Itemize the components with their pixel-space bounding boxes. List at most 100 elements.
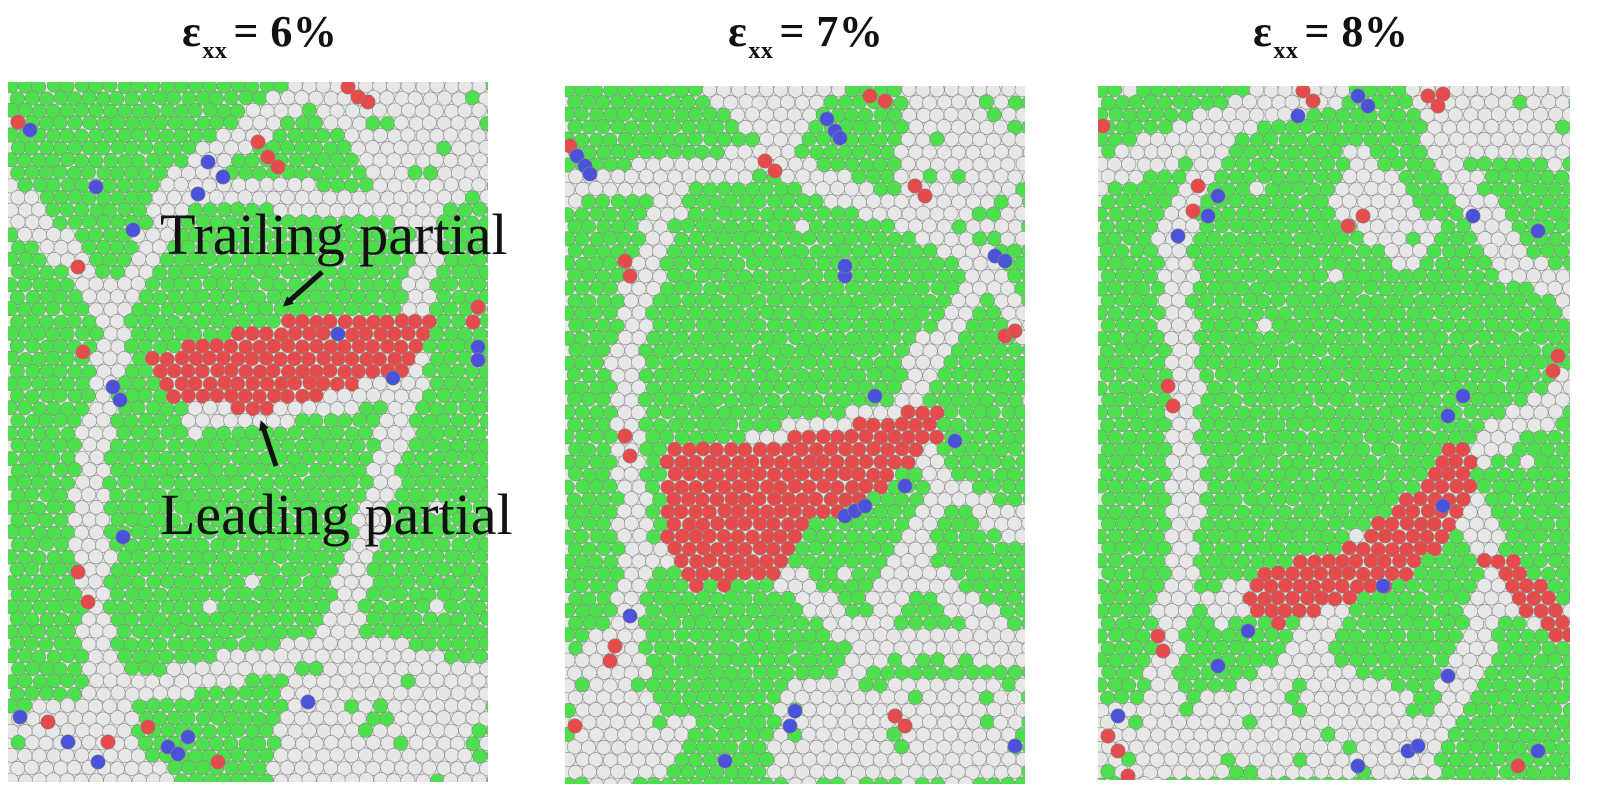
panel-title-strain-7: εxx = 7% bbox=[728, 7, 884, 64]
atom bbox=[652, 665, 668, 681]
atom bbox=[1249, 86, 1265, 98]
atom bbox=[752, 168, 768, 184]
atom bbox=[336, 164, 352, 180]
atom bbox=[223, 685, 239, 701]
atom bbox=[457, 350, 473, 366]
atom bbox=[964, 169, 980, 185]
atom bbox=[67, 512, 83, 528]
atom bbox=[575, 404, 590, 420]
atom bbox=[1199, 368, 1215, 384]
atom bbox=[701, 727, 717, 743]
atom bbox=[478, 265, 488, 280]
atom bbox=[588, 503, 604, 519]
atom bbox=[1158, 119, 1174, 135]
atom bbox=[623, 690, 639, 706]
atom bbox=[857, 404, 873, 420]
atom bbox=[173, 128, 189, 144]
atom bbox=[907, 178, 923, 194]
atom bbox=[131, 500, 147, 516]
atom bbox=[1299, 219, 1315, 235]
atom bbox=[958, 206, 974, 222]
atom bbox=[965, 119, 981, 135]
atom bbox=[980, 764, 996, 780]
atom bbox=[1200, 243, 1216, 259]
atom bbox=[102, 400, 118, 416]
atom bbox=[993, 591, 1009, 607]
atom bbox=[1229, 218, 1245, 234]
atom bbox=[1469, 169, 1485, 185]
atom bbox=[24, 438, 40, 454]
atom bbox=[138, 313, 154, 329]
atom bbox=[1355, 318, 1371, 334]
atom bbox=[17, 574, 33, 590]
atom bbox=[1483, 417, 1499, 433]
atom bbox=[900, 131, 916, 147]
atom bbox=[1186, 367, 1202, 383]
atom bbox=[1562, 231, 1570, 247]
atom bbox=[59, 351, 75, 367]
atom bbox=[223, 536, 239, 552]
atom bbox=[238, 685, 254, 701]
atom bbox=[429, 326, 445, 342]
atom bbox=[858, 478, 874, 494]
atom bbox=[1320, 181, 1336, 197]
atom bbox=[1014, 86, 1025, 97]
atom bbox=[322, 313, 338, 329]
atom bbox=[936, 614, 952, 630]
atom bbox=[638, 168, 654, 184]
atom bbox=[479, 165, 488, 181]
atom bbox=[1484, 218, 1500, 234]
atom bbox=[1249, 107, 1265, 123]
atom bbox=[394, 166, 410, 182]
atom bbox=[39, 587, 55, 603]
atom bbox=[766, 393, 782, 409]
atom bbox=[760, 305, 776, 321]
atom bbox=[1412, 368, 1428, 384]
atom bbox=[1420, 280, 1436, 296]
atom bbox=[1299, 342, 1315, 358]
atom bbox=[1278, 256, 1294, 272]
atom bbox=[631, 627, 647, 643]
atom bbox=[224, 561, 240, 577]
atom bbox=[1214, 366, 1230, 382]
atom bbox=[999, 703, 1015, 719]
atom bbox=[837, 243, 853, 259]
atom bbox=[1115, 366, 1131, 382]
atom bbox=[1200, 416, 1216, 432]
atom bbox=[759, 577, 775, 593]
atom bbox=[751, 318, 767, 334]
atom bbox=[1129, 417, 1145, 433]
atom bbox=[787, 777, 803, 784]
atom bbox=[202, 202, 218, 218]
atom bbox=[52, 115, 68, 131]
atom bbox=[922, 368, 938, 384]
atom bbox=[815, 181, 831, 197]
atom bbox=[1455, 143, 1471, 159]
atom bbox=[259, 276, 275, 292]
atom bbox=[709, 615, 725, 631]
atom bbox=[1193, 354, 1209, 370]
atom bbox=[1377, 281, 1393, 297]
atom bbox=[449, 761, 465, 777]
atom bbox=[914, 504, 930, 520]
atom bbox=[951, 366, 967, 382]
atom bbox=[414, 499, 430, 515]
atom bbox=[767, 163, 783, 179]
atom bbox=[780, 168, 796, 184]
atom bbox=[237, 437, 253, 453]
atom bbox=[330, 301, 346, 317]
atom bbox=[645, 230, 661, 246]
atom bbox=[138, 561, 154, 577]
atom bbox=[1263, 405, 1279, 421]
atom bbox=[1001, 478, 1017, 494]
atom bbox=[130, 400, 146, 416]
atom bbox=[174, 153, 190, 169]
atom bbox=[1462, 355, 1478, 371]
atom bbox=[837, 218, 853, 234]
atom bbox=[1014, 206, 1025, 222]
atom bbox=[216, 500, 232, 516]
atom bbox=[574, 231, 590, 247]
atom bbox=[731, 752, 747, 768]
atom bbox=[1391, 330, 1407, 346]
atom bbox=[595, 615, 611, 631]
